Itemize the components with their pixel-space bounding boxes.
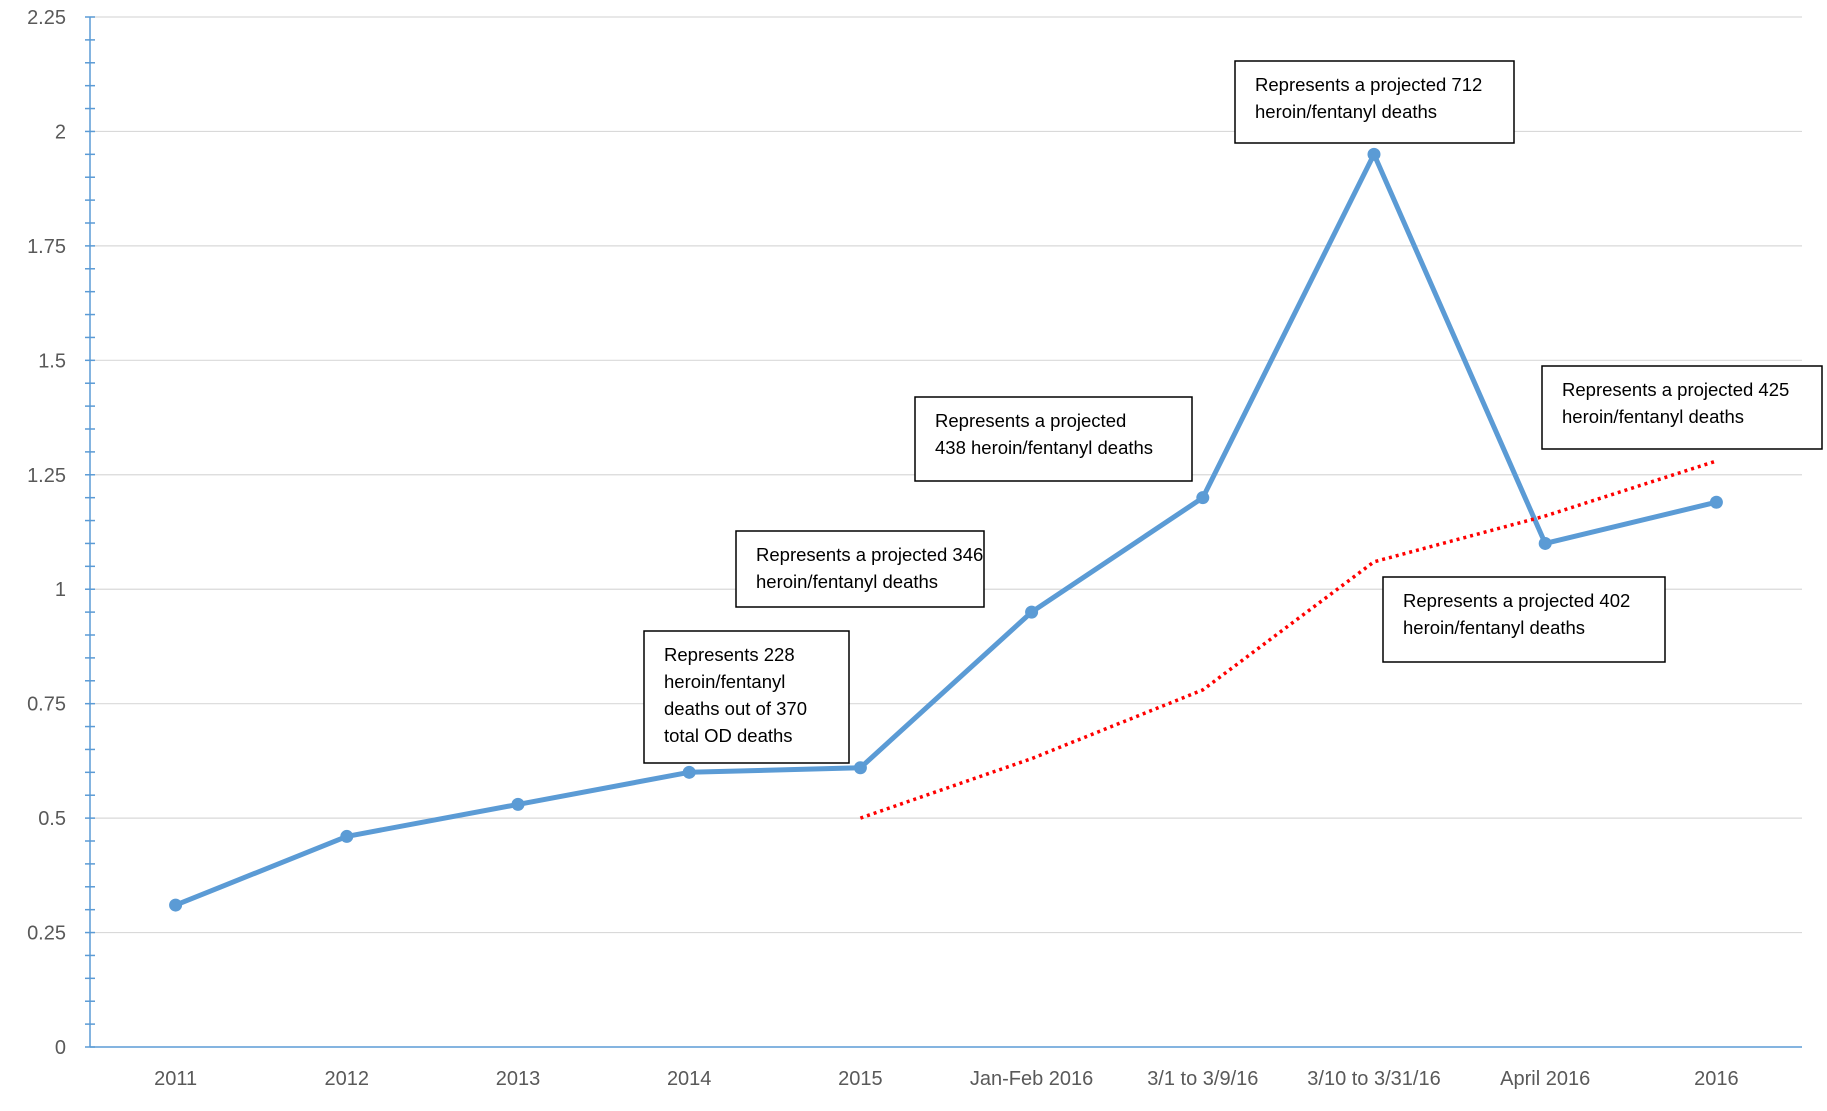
annotation-text: heroin/fentanyl deaths	[1403, 617, 1585, 638]
data-point	[511, 797, 525, 811]
annotation-frame	[1382, 576, 1666, 663]
series-line-1	[859, 459, 1717, 820]
annotation-frame	[643, 630, 850, 764]
annotation-frame	[1541, 365, 1823, 450]
annotation-text: Represents a projected 425	[1562, 379, 1789, 400]
data-point	[340, 829, 354, 843]
x-tick-label: 2013	[496, 1068, 541, 1090]
y-tick-label: 1.5	[38, 350, 66, 372]
series-line-0	[174, 151, 1717, 908]
annotation-box: Represents 228 heroin/fentanyl deaths out …	[643, 630, 850, 764]
annotation-box: Represents a projected 346 heroin/fentany…	[735, 530, 985, 608]
annotation-text: 438 heroin/fentanyl deaths	[935, 437, 1153, 458]
data-point	[1538, 536, 1552, 550]
data-point	[682, 765, 696, 779]
annotation-text: deaths out of 370	[664, 698, 807, 719]
x-tick-label: 2011	[154, 1068, 197, 1090]
annotation-box: Represents a projected 425 heroin/fentany…	[1541, 365, 1823, 450]
y-tick-label: 1.25	[27, 465, 66, 487]
y-tick-label: 1	[55, 579, 66, 601]
annotation-text: Represents a projected 402	[1403, 590, 1630, 611]
y-tick-label: 1.75	[27, 236, 66, 258]
x-tick-label: 3/10 to 3/31/16	[1307, 1068, 1440, 1090]
y-tick-label: 0.5	[38, 808, 66, 830]
y-tick-label: 0.75	[27, 694, 66, 716]
annotation-text: Represents a projected	[935, 410, 1126, 431]
annotation-text: heroin/fentanyl deaths	[1255, 101, 1437, 122]
x-tick-label: 2012	[325, 1068, 370, 1090]
annotation-text: total OD deaths	[664, 725, 793, 746]
annotation-box: Represents a projected 438 heroin/fentany…	[914, 396, 1193, 482]
y-tick-label: 2.25	[27, 7, 66, 29]
annotation-text: Represents a projected 712	[1255, 74, 1482, 95]
x-tick-label: April 2016	[1500, 1068, 1590, 1090]
x-tick-label: 2014	[667, 1068, 712, 1090]
x-tick-label: 2015	[838, 1068, 883, 1090]
annotation-text: heroin/fentanyl deaths	[1562, 406, 1744, 427]
data-point	[1367, 147, 1381, 161]
y-tick-label: 2	[55, 121, 66, 143]
annotation-box: Represents a projected 402 heroin/fentany…	[1382, 576, 1666, 663]
x-tick-label: 2016	[1694, 1068, 1739, 1090]
data-point	[1709, 495, 1723, 509]
data-point	[1196, 491, 1210, 505]
annotation-box: Represents a projected 712 heroin/fentany…	[1234, 60, 1515, 144]
annotation-frame	[735, 530, 985, 608]
annotation-text: heroin/fentanyl	[664, 671, 785, 692]
x-tick-label: Jan-Feb 2016	[970, 1068, 1093, 1090]
y-tick-label: 0	[55, 1037, 66, 1059]
annotation-text: Represents a projected 346	[756, 544, 983, 565]
data-point	[1025, 605, 1039, 619]
data-point	[169, 898, 183, 912]
y-tick-label: 0.25	[27, 923, 66, 945]
x-tick-label: 3/1 to 3/9/16	[1147, 1068, 1258, 1090]
data-point	[853, 761, 867, 775]
annotation-frame	[914, 396, 1193, 482]
annotation-text: heroin/fentanyl deaths	[756, 571, 938, 592]
annotation-frame	[1234, 60, 1515, 144]
annotation-text: Represents 228	[664, 644, 795, 665]
